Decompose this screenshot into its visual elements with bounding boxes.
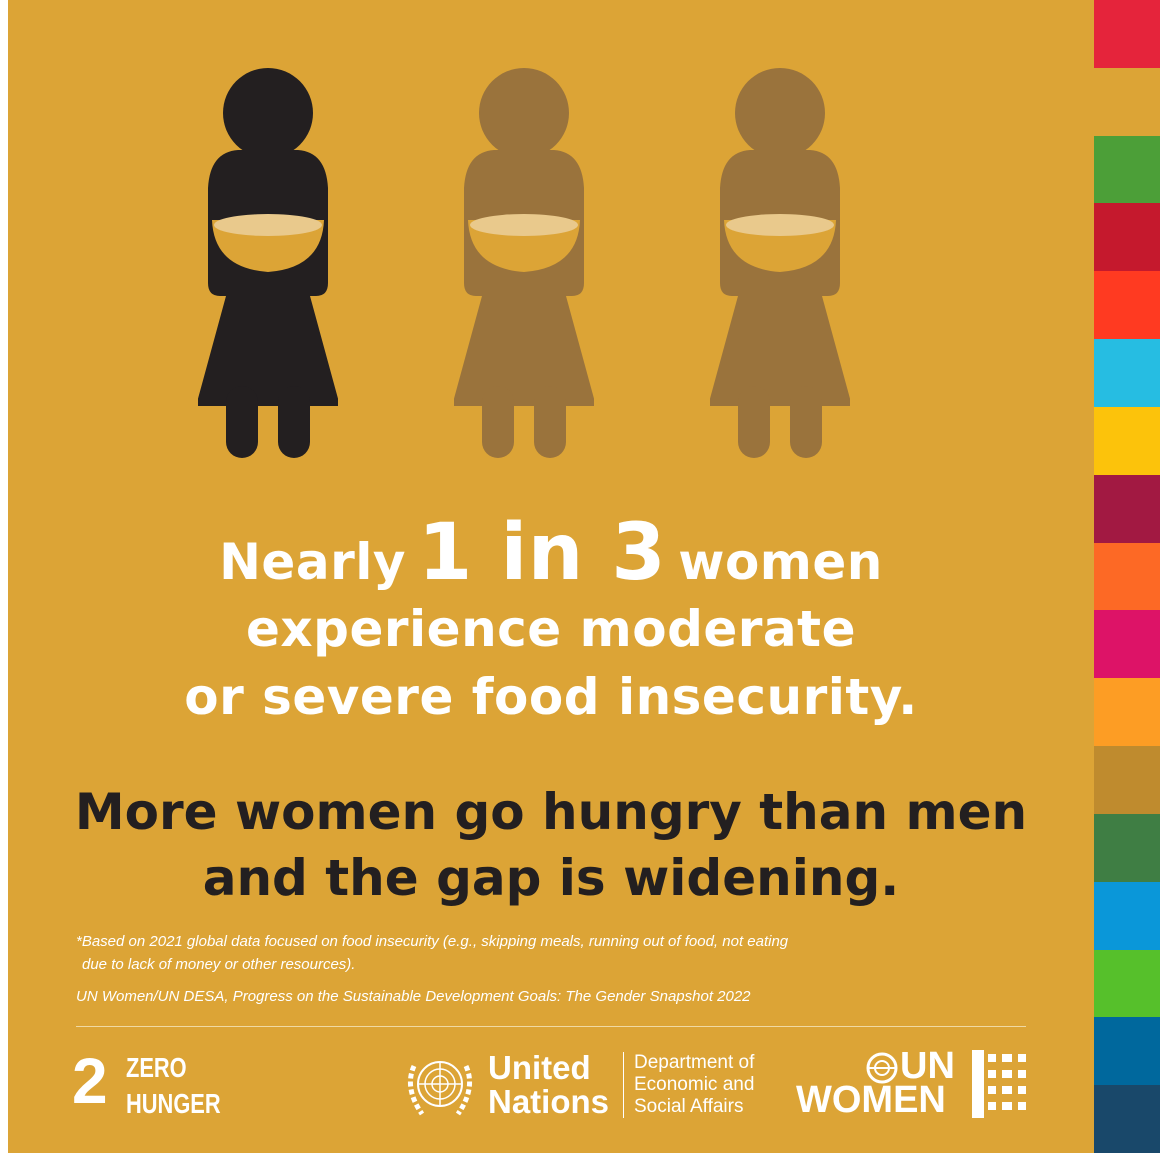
sdg-stripe (1094, 271, 1160, 340)
sdg-zero: ZERO (126, 1052, 187, 1083)
sdg-number: 2 (72, 1045, 108, 1117)
sdg-stripe (1094, 610, 1160, 679)
sdg-stripe (1094, 339, 1160, 408)
woman-figure-brown (454, 68, 594, 458)
headline-women: women (678, 533, 883, 591)
sdg-stripe (1094, 67, 1160, 137)
un-emblem-icon (407, 1061, 473, 1116)
headline-big-number: 1 in 3 (418, 508, 667, 598)
unwomen-women: WOMEN (796, 1079, 946, 1121)
sdg-stripe (1094, 881, 1160, 951)
sdg-stripe (1094, 135, 1160, 204)
sdg-stripe (1094, 678, 1160, 747)
unwomen-un: UN (900, 1045, 955, 1087)
woman-figure-dark (198, 68, 338, 458)
sdg-stripe (1094, 746, 1160, 815)
un-women-emblem-icon (866, 1052, 898, 1084)
sdg-stripe (1094, 474, 1160, 544)
un-divider (623, 1052, 624, 1118)
sdg-stripe (1094, 813, 1160, 883)
sdg-stripe (1094, 1085, 1160, 1153)
sdg-hunger: HUNGER (126, 1088, 221, 1119)
headline-line-2: experience moderate (246, 600, 856, 658)
desa-line-1: Department of (634, 1052, 755, 1073)
tagline-line-2: and the gap is widening. (202, 849, 900, 907)
un-united: United (488, 1049, 591, 1086)
tagline-line-1: More women go hungry than men (74, 783, 1028, 841)
sdg-stripe (1094, 0, 1160, 69)
sdg-stripe (1094, 542, 1160, 611)
un-women-mark-icon (972, 1050, 1026, 1118)
footnote-line-1: *Based on 2021 global data focused on fo… (76, 933, 789, 950)
sdg-stripe (1094, 203, 1160, 272)
un-nations: Nations (488, 1083, 610, 1120)
footnote-line-2: due to lack of money or other resources)… (82, 956, 356, 973)
desa-line-2: Economic and (634, 1074, 755, 1095)
headline-nearly: Nearly (219, 533, 406, 591)
sdg-stripe (1094, 949, 1160, 1018)
headline-line-1: Nearly 1 in 3 women (8, 508, 1094, 598)
sdg-stripe (1094, 406, 1160, 476)
woman-figure-brown (710, 68, 850, 458)
divider-line (76, 1026, 1026, 1027)
footnote-source: UN Women/UN DESA, Progress on the Sustai… (76, 988, 751, 1005)
headline-line-3: or severe food insecurity. (184, 668, 918, 726)
sdg-stripe (1094, 1017, 1160, 1086)
desa-line-3: Social Affairs (634, 1096, 744, 1117)
sdg-color-stripes (1094, 0, 1160, 1153)
